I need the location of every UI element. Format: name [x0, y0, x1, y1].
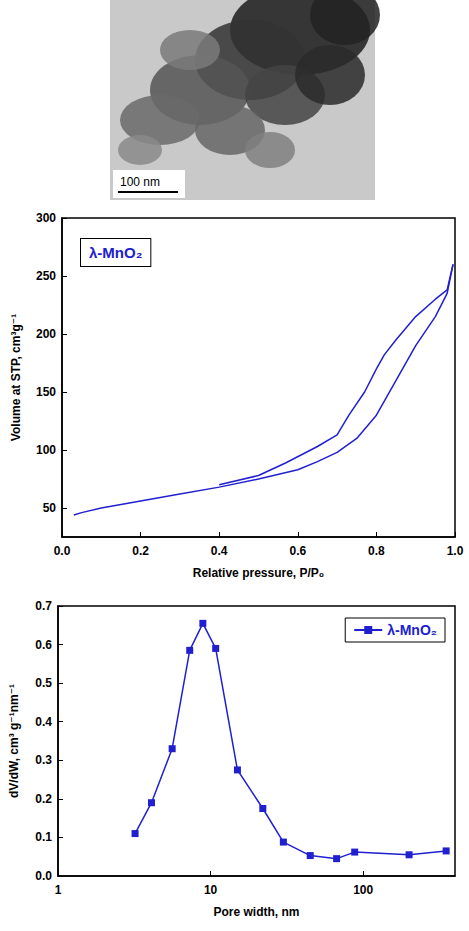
svg-text:10: 10 [204, 883, 218, 897]
svg-text:0.2: 0.2 [132, 544, 149, 558]
svg-text:250: 250 [36, 269, 56, 283]
svg-text:0.3: 0.3 [35, 753, 52, 767]
svg-text:150: 150 [36, 385, 56, 399]
svg-text:50: 50 [43, 501, 57, 515]
svg-text:λ-MnO₂: λ-MnO₂ [89, 244, 142, 261]
svg-text:0.5: 0.5 [35, 676, 52, 690]
svg-text:0.2: 0.2 [35, 792, 52, 806]
svg-text:0.7: 0.7 [35, 599, 52, 613]
svg-text:300: 300 [36, 211, 56, 225]
svg-text:dV/dW, cm³ g⁻¹nm⁻¹: dV/dW, cm³ g⁻¹nm⁻¹ [7, 684, 21, 798]
svg-text:0.6: 0.6 [35, 638, 52, 652]
svg-text:1: 1 [55, 883, 62, 897]
svg-text:Relative pressure, P/P₀: Relative pressure, P/P₀ [193, 566, 324, 580]
svg-text:200: 200 [36, 327, 56, 341]
svg-text:100 nm: 100 nm [120, 175, 160, 189]
svg-text:100: 100 [353, 883, 373, 897]
svg-text:0.8: 0.8 [368, 544, 385, 558]
svg-text:0.6: 0.6 [289, 544, 306, 558]
svg-text:0.0: 0.0 [54, 544, 71, 558]
svg-text:Pore width, nm: Pore width, nm [213, 905, 299, 919]
svg-text:100: 100 [36, 443, 56, 457]
svg-text:0.1: 0.1 [35, 830, 52, 844]
svg-text:0.4: 0.4 [211, 544, 228, 558]
svg-text:0.4: 0.4 [35, 715, 52, 729]
svg-text:1.0: 1.0 [447, 544, 464, 558]
svg-text:Volume at STP, cm³g⁻¹: Volume at STP, cm³g⁻¹ [9, 314, 23, 441]
svg-text:0.0: 0.0 [35, 869, 52, 883]
svg-text:λ-MnO₂: λ-MnO₂ [387, 622, 437, 638]
